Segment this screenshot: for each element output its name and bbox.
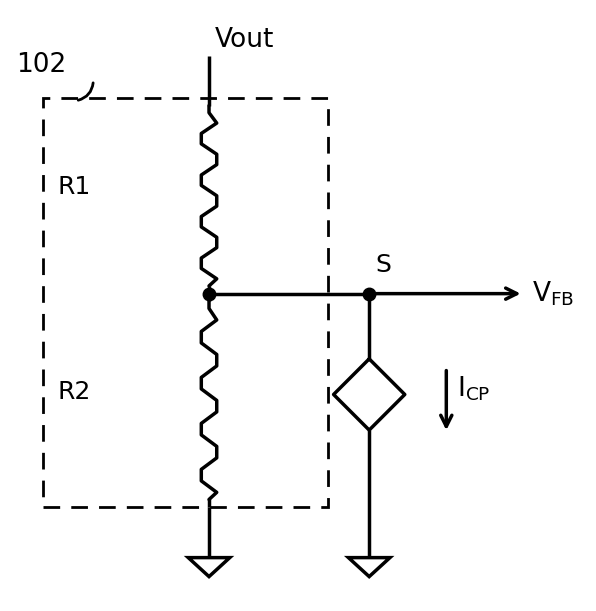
Text: S: S	[375, 253, 391, 277]
Text: Vout: Vout	[215, 27, 274, 53]
Text: 102: 102	[16, 53, 67, 78]
Text: R2: R2	[58, 379, 91, 403]
Text: $\mathregular{V_{FB}}$: $\mathregular{V_{FB}}$	[532, 279, 575, 308]
Text: R1: R1	[58, 175, 91, 199]
Text: $\mathregular{I_{CP}}$: $\mathregular{I_{CP}}$	[457, 375, 491, 403]
Bar	[43, 98, 328, 507]
